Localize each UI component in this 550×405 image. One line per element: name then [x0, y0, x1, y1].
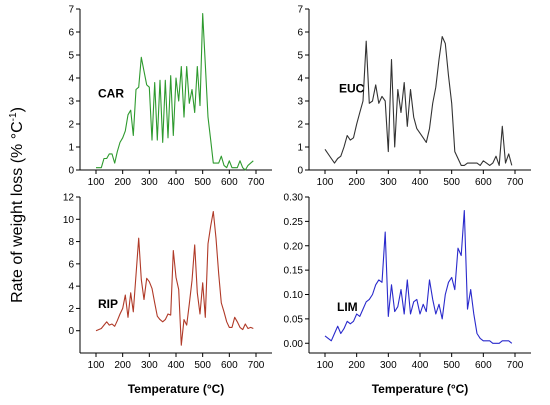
x-tick-label: 300: [141, 360, 158, 371]
x-tick-label: 400: [168, 177, 185, 188]
x-tick-label: 600: [221, 177, 238, 188]
x-axis-title: Temperature (°C): [128, 382, 225, 396]
x-tick-label: 600: [475, 360, 492, 371]
x-tick-label: 700: [507, 177, 524, 188]
panel-label-lim: LIM: [337, 300, 358, 314]
y-tick-label: 0.05: [284, 314, 304, 325]
x-tick-label: 500: [443, 360, 460, 371]
y-axis-title: Rate of weight loss (% °C-1): [8, 107, 26, 303]
x-tick-label: 300: [141, 177, 158, 188]
y-tick-label: 5: [297, 51, 303, 62]
x-tick-label: 500: [194, 360, 211, 371]
x-tick-label: 600: [221, 360, 238, 371]
x-tick-label: 500: [443, 177, 460, 188]
panel-label-car: CAR: [98, 87, 124, 101]
x-tick-label: 200: [114, 177, 131, 188]
y-axis-title-superscript: -1: [8, 112, 19, 121]
y-tick-label: 7: [68, 5, 74, 16]
x-tick-label: 100: [317, 360, 334, 371]
x-tick-label: 100: [317, 177, 334, 188]
panel-car: 100 200 300 400 500 600 700 0 1 2 3 4 5 6 7 CAR: [68, 5, 272, 188]
x-axis-title: Temperature (°C): [372, 382, 469, 396]
panel-rip: 100 200 300 400 500 600 700 0 2 4 6 8 10 12 RIP Tempera…: [63, 193, 272, 396]
y-tick-label: 0.00: [284, 339, 304, 350]
y-tick-label: 0: [297, 166, 303, 177]
x-tick-label: 200: [348, 177, 365, 188]
y-tick-label: 0.15: [284, 266, 304, 277]
series-line-car: [96, 13, 254, 171]
x-tick-label: 400: [412, 360, 429, 371]
x-tick-label: 400: [412, 177, 429, 188]
panel-euc: 100 200 300 400 500 600 700 0 1 2 3 4 5 6 7 EUC: [297, 5, 531, 188]
y-tick-label: 2: [68, 304, 74, 315]
series-line-euc: [324, 36, 513, 166]
y-tick-label: 10: [63, 215, 75, 226]
y-tick-label: 6: [68, 259, 74, 270]
y-tick-label: 0.30: [284, 193, 304, 204]
x-tick-label: 100: [88, 177, 105, 188]
y-tick-label: 12: [63, 193, 75, 204]
y-axis-title-main: Rate of weight loss (% °C: [9, 121, 26, 303]
x-tick-label: 300: [380, 360, 397, 371]
y-tick-label: 3: [297, 97, 303, 108]
x-tick-label: 200: [348, 360, 365, 371]
panel-lim: 100 200 300 400 500 600 700 0.00 0.05 0.10 0.15 0.2…: [284, 193, 531, 396]
y-tick-label: 0.10: [284, 290, 304, 301]
x-tick-label: 300: [380, 177, 397, 188]
y-tick-label: 1: [297, 143, 303, 154]
y-tick-label: 8: [68, 237, 74, 248]
series-line-rip: [95, 210, 254, 346]
y-tick-label: 2: [68, 120, 74, 131]
y-tick-label: 7: [297, 5, 303, 16]
y-tick-label: 1: [68, 143, 74, 154]
panel-label-rip: RIP: [98, 297, 118, 311]
y-tick-label: 3: [68, 97, 74, 108]
y-tick-label: 4: [68, 282, 74, 293]
y-tick-label: 5: [68, 51, 74, 62]
y-tick-label: 0.20: [284, 241, 304, 252]
y-tick-label: 6: [297, 28, 303, 39]
x-tick-label: 700: [248, 360, 265, 371]
y-tick-label: 4: [68, 74, 74, 85]
x-tick-label: 700: [248, 177, 265, 188]
y-tick-label: 2: [297, 120, 303, 131]
x-tick-label: 700: [507, 360, 524, 371]
series-line-lim: [324, 210, 513, 344]
x-tick-label: 200: [114, 360, 131, 371]
y-tick-label: 4: [297, 74, 303, 85]
panel-label-euc: EUC: [339, 82, 365, 96]
y-tick-label: 0: [68, 326, 74, 337]
y-tick-label: 6: [68, 28, 74, 39]
y-axis-title-close: ): [9, 107, 26, 112]
y-tick-label: 0.25: [284, 217, 304, 228]
x-tick-label: 100: [88, 360, 105, 371]
x-tick-label: 500: [194, 177, 211, 188]
x-tick-label: 400: [168, 360, 185, 371]
x-tick-label: 600: [475, 177, 492, 188]
y-tick-label: 0: [68, 166, 74, 177]
